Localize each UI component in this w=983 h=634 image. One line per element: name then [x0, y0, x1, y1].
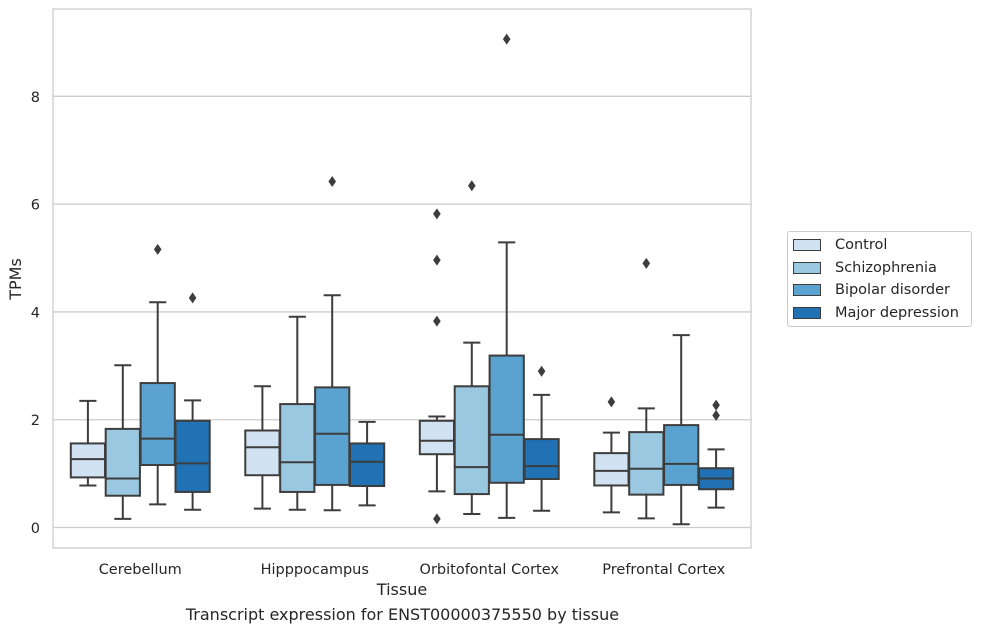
box-0 — [69, 399, 107, 487]
outlier-point — [502, 33, 511, 45]
outlier-point — [433, 254, 441, 266]
legend: Control Schizophrenia Bipolar disorder M… — [787, 231, 972, 327]
x-axis-label: Tissue — [376, 580, 427, 599]
box-iqr — [279, 403, 316, 493]
legend-swatch-bipolar-disorder — [793, 284, 821, 296]
y-tick-label: 6 — [31, 198, 40, 214]
outlier-point — [607, 396, 616, 408]
outlier-point — [328, 175, 336, 187]
box-group-0 — [69, 243, 211, 520]
box-iqr — [69, 442, 107, 479]
box-2 — [663, 334, 700, 526]
legend-item-control: Control — [793, 235, 887, 255]
box-1 — [104, 364, 141, 520]
box-iqr — [348, 442, 386, 488]
chart-title: Transcript expression for ENST0000037555… — [185, 605, 620, 624]
outlier-point — [188, 292, 197, 304]
y-tick-label: 2 — [31, 413, 40, 429]
box-iqr — [139, 382, 176, 466]
y-tick-label: 8 — [31, 90, 40, 106]
box-iqr — [418, 419, 456, 456]
box-3 — [697, 399, 735, 509]
legend-swatch-control — [793, 239, 821, 251]
box-groups — [69, 33, 735, 526]
box-iqr — [523, 438, 560, 481]
box-iqr — [593, 452, 630, 487]
legend-swatch-major-depression — [793, 307, 821, 319]
box-0 — [244, 385, 281, 510]
x-tick-label: Hipppocampus — [261, 562, 369, 578]
box-1 — [279, 315, 316, 511]
box-2 — [139, 243, 176, 506]
box-group-1 — [244, 175, 386, 512]
box-iqr — [628, 431, 665, 496]
legend-item-major-depression: Major depression — [793, 303, 959, 323]
box-iqr — [104, 427, 141, 497]
box-iqr — [314, 386, 351, 486]
x-tick-labels: Cerebellum Hipppocampus Orbitofontal Corte… — [99, 562, 726, 578]
y-axis-label: TPMs — [6, 258, 25, 301]
outlier-point — [642, 257, 651, 269]
outlier-point — [433, 315, 441, 327]
outlier-point — [153, 243, 162, 255]
legend-label-control: Control — [835, 237, 888, 253]
plot-frame — [52, 8, 752, 549]
outlier-point — [712, 399, 720, 411]
legend-label-major-depression: Major depression — [835, 305, 959, 321]
legend-label-schizophrenia: Schizophrenia — [835, 260, 937, 276]
outlier-point — [468, 180, 476, 192]
x-tick-label: Prefrontal Cortex — [602, 562, 725, 578]
outlier-point — [537, 365, 546, 377]
box-2 — [488, 33, 525, 519]
outlier-point — [433, 513, 441, 525]
legend-item-schizophrenia: Schizophrenia — [793, 258, 937, 278]
y-tick-label: 0 — [31, 521, 40, 537]
box-2 — [314, 175, 351, 512]
x-tick-label: Orbitofontal Cortex — [420, 562, 560, 578]
box-group-2 — [418, 33, 560, 525]
outlier-point — [433, 208, 441, 220]
y-tick-labels: 0 2 4 6 8 — [31, 90, 40, 537]
box-0 — [418, 208, 456, 525]
box-iqr — [174, 419, 211, 493]
box-3 — [523, 365, 560, 512]
legend-label-bipolar-disorder: Bipolar disorder — [835, 282, 950, 298]
box-iqr — [663, 424, 700, 486]
box-3 — [174, 292, 211, 511]
x-tick-label: Cerebellum — [99, 562, 182, 578]
outlier-point — [712, 409, 720, 421]
box-iqr — [244, 429, 281, 477]
legend-swatch-schizophrenia — [793, 262, 821, 274]
box-iqr — [488, 354, 525, 484]
box-3 — [348, 420, 386, 507]
box-0 — [593, 396, 630, 514]
box-group-3 — [593, 257, 735, 526]
legend-item-bipolar-disorder: Bipolar disorder — [793, 280, 950, 300]
box-iqr — [453, 385, 490, 496]
box-1 — [453, 180, 490, 516]
box-1 — [628, 257, 665, 520]
y-tick-label: 4 — [31, 305, 40, 321]
